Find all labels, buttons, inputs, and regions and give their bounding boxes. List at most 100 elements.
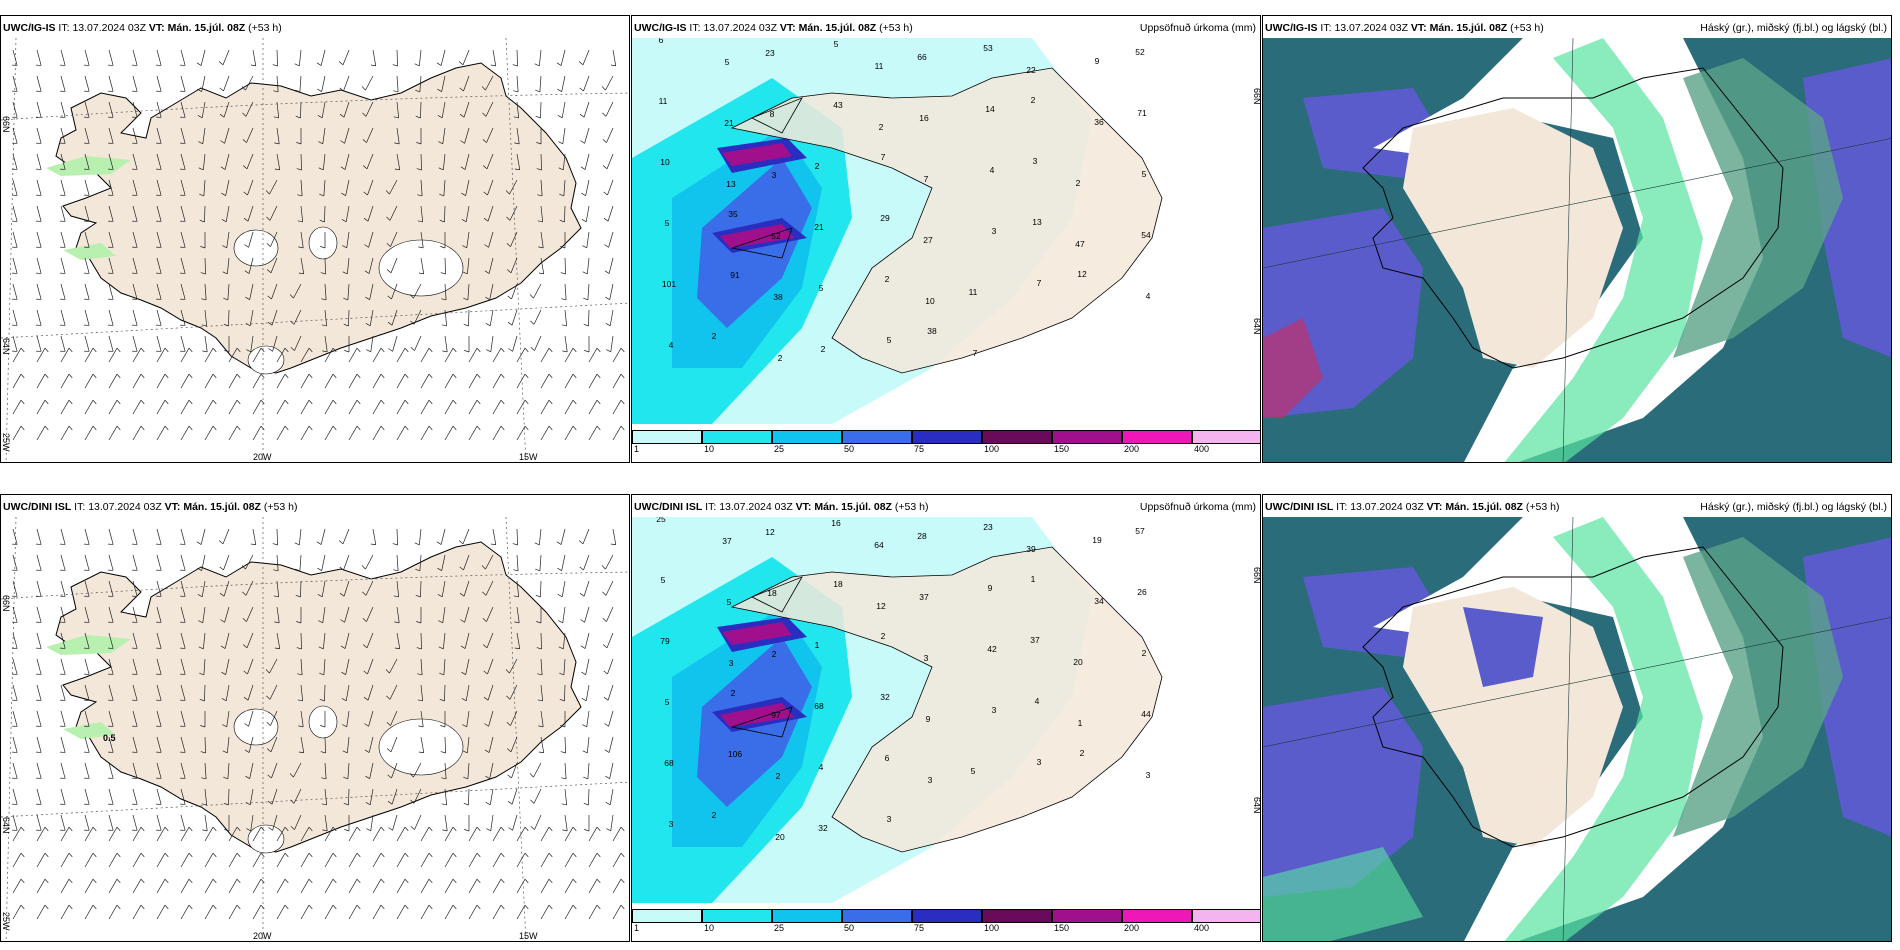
wind-barb xyxy=(36,127,42,144)
wind-barb xyxy=(540,904,550,920)
coastline xyxy=(1362,546,1784,848)
wind-barb-flag xyxy=(514,621,520,624)
colorbar-segment xyxy=(1122,909,1192,923)
wind-barb-flag xyxy=(188,826,193,832)
wind-barb-flag xyxy=(296,621,302,624)
wind-barb-flag xyxy=(266,242,271,247)
wind-barb-flag xyxy=(202,350,208,353)
wind-barb xyxy=(463,554,470,571)
wind-barb xyxy=(12,231,18,248)
wind-barb-flag xyxy=(297,194,303,197)
wind-barb xyxy=(348,826,358,842)
wind-barb xyxy=(368,231,374,248)
wind-barb-flag xyxy=(581,192,586,196)
colorbar-segment xyxy=(632,430,702,444)
wind-barb xyxy=(540,153,542,171)
wind-barb xyxy=(108,632,114,649)
wind-barb xyxy=(444,736,446,754)
wind-barb xyxy=(586,257,590,274)
wind-barb xyxy=(346,710,350,727)
wind-barb-flag xyxy=(201,777,207,780)
wind-barb-flag xyxy=(387,800,393,805)
wind-barb xyxy=(36,75,42,92)
wind-barb xyxy=(492,826,502,842)
wind-barb xyxy=(270,231,278,247)
cloud-title: Háský (gr.), miðský (fj.bl.) og lágský (… xyxy=(1700,501,1887,513)
wind-barb xyxy=(492,425,502,441)
wind-barb-flag xyxy=(548,373,553,379)
wind-barb xyxy=(372,826,382,842)
wind-barb xyxy=(180,580,186,597)
wind-barb-flag xyxy=(198,646,204,650)
wind-barb xyxy=(489,283,494,300)
wind-barb-flag xyxy=(356,347,361,353)
wind-barb-flag xyxy=(380,852,385,858)
wind-barb-flag xyxy=(530,799,535,804)
precip-value: 2 xyxy=(778,353,783,363)
wind-barb-flag xyxy=(188,878,193,884)
wind-barb-flag xyxy=(437,88,442,92)
wind-barb-flag xyxy=(441,777,447,780)
wind-barb-flag xyxy=(500,878,505,884)
wind-barb xyxy=(300,878,310,894)
wind-barb-flag xyxy=(415,115,421,119)
wind-barb xyxy=(348,399,358,415)
wind-barb xyxy=(444,684,446,702)
wind-barb xyxy=(342,528,350,544)
wind-barb-flag xyxy=(388,348,393,352)
colorbar-segment xyxy=(772,430,842,444)
wind-barb-flag xyxy=(388,827,393,831)
wind-barb xyxy=(36,347,46,363)
wind-barb-flag xyxy=(316,62,322,66)
wind-barb-flag xyxy=(417,673,423,676)
wind-barb-flag xyxy=(44,852,49,858)
wind-barb-flag xyxy=(459,87,464,92)
wind-barb xyxy=(564,762,567,779)
wind-barb xyxy=(324,852,334,868)
wind-barb-flag xyxy=(440,272,446,275)
wind-barb xyxy=(108,904,118,920)
colorbar-label: 200 xyxy=(1124,444,1140,454)
wind-barb-flag xyxy=(604,244,609,248)
wind-barb xyxy=(204,852,214,868)
wind-barb-flag xyxy=(68,904,73,910)
wind-barb xyxy=(564,257,566,275)
wind-barb xyxy=(420,179,423,196)
wind-barb-flag xyxy=(267,295,272,300)
wind-barb xyxy=(156,580,162,597)
wind-barb xyxy=(276,425,286,441)
wind-barb-flag xyxy=(596,878,601,884)
wind-barb-flag xyxy=(296,647,302,650)
wind-barb xyxy=(583,75,590,92)
lon-line xyxy=(505,38,527,462)
wind-barb-flag xyxy=(198,620,203,624)
precip-value: 4 xyxy=(1035,696,1040,706)
wind-barb xyxy=(300,826,310,842)
wind-barb xyxy=(36,580,42,597)
wind-barb xyxy=(512,814,518,831)
grid-line xyxy=(1263,138,1891,269)
wind-barb xyxy=(156,373,166,389)
wind-barb-flag xyxy=(463,323,469,327)
wind-barb-flag xyxy=(92,373,97,379)
wind-barb xyxy=(269,205,278,221)
glacier xyxy=(247,345,285,375)
wind-barb-flag xyxy=(620,904,625,910)
wind-barb-flag xyxy=(321,324,327,327)
wind-barb xyxy=(490,335,494,352)
wind-barb xyxy=(612,49,617,66)
wind-barb xyxy=(389,658,398,674)
wind-barb xyxy=(608,257,614,274)
wind-barb-flag xyxy=(342,245,347,249)
wind-barb xyxy=(516,528,518,546)
wind-barb-flag xyxy=(462,750,468,754)
wind-barb xyxy=(60,788,66,805)
wind-barb xyxy=(276,826,286,842)
wind-barb-flag xyxy=(318,141,323,145)
wind-barb-flag xyxy=(212,425,217,431)
wind-barb xyxy=(420,101,422,119)
lat-line xyxy=(1,571,629,600)
wind-barb-flag xyxy=(581,698,587,702)
wind-barb xyxy=(180,736,186,753)
precip-value: 5 xyxy=(665,697,670,707)
